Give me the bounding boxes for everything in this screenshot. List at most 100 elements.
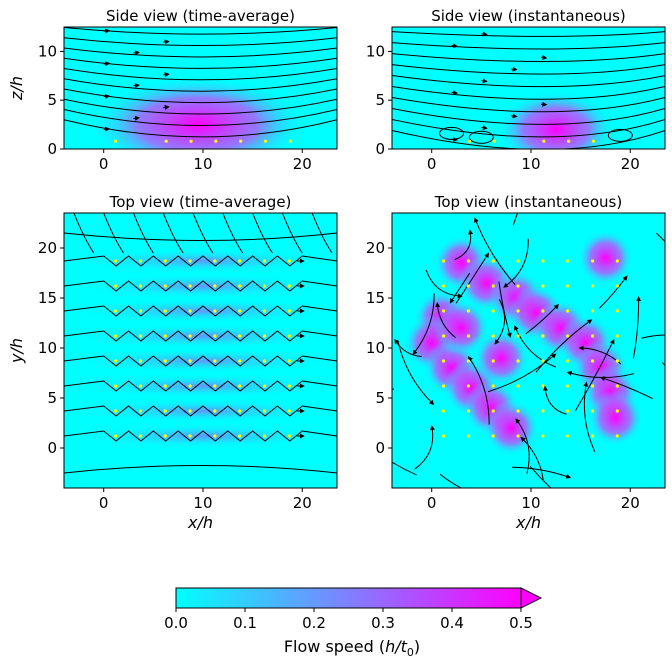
particle: [262, 384, 267, 388]
x-axis-label: x/h: [187, 513, 213, 532]
streamline: [512, 466, 572, 479]
streamline: [392, 461, 417, 476]
vortex: [439, 126, 465, 140]
particle: [590, 434, 595, 438]
streamline: [632, 296, 642, 359]
particle: [615, 334, 619, 338]
y-tick-label: 5: [375, 389, 385, 407]
particle: [114, 284, 118, 288]
particle: [591, 139, 596, 143]
colorbar-tick-label: 0.2: [302, 614, 326, 632]
x-tick-label: 20: [293, 155, 312, 173]
particle: [188, 309, 192, 313]
streamline: [392, 42, 665, 50]
streamline: [487, 353, 557, 393]
streamline: [392, 31, 665, 37]
panel-frame: [63, 26, 338, 150]
streamline: [64, 67, 337, 81]
streamline: [513, 325, 557, 368]
flow-hotspot: [88, 75, 308, 149]
particle: [491, 409, 495, 413]
particle: [163, 409, 167, 413]
streamline-arrow: [103, 61, 111, 67]
streamline-arrow: [540, 101, 548, 107]
streamlines: [392, 31, 665, 149]
streamlines: [64, 27, 337, 138]
particle: [467, 139, 472, 143]
streamline: [520, 436, 544, 482]
streamline: [392, 108, 665, 125]
particle: [213, 434, 217, 438]
panel-1: Side view (time-average) 0 10 20 0 5 10 z/h: [7, 7, 338, 173]
y-tick-label: 20: [366, 239, 385, 257]
panel-frame: [63, 212, 338, 489]
particle: [287, 259, 291, 263]
particle: [114, 384, 118, 388]
streamline: [392, 388, 394, 390]
y-tick-label: 15: [366, 289, 385, 307]
streamline-arrow: [451, 90, 459, 96]
streamline: [439, 473, 463, 488]
panel-2: Side view (instantaneous) 0 10 20 0 5 10: [366, 7, 666, 173]
particle: [238, 359, 242, 363]
streamline: [412, 293, 435, 356]
streamline: [392, 129, 665, 149]
streamline-arrow: [481, 78, 488, 84]
streamline: [392, 64, 665, 75]
particle: [262, 434, 267, 438]
particle: [541, 384, 545, 388]
streamline: [133, 213, 154, 254]
particle: [516, 384, 520, 388]
particle: [466, 384, 471, 388]
particle: [516, 409, 520, 413]
particle: [163, 359, 167, 363]
streamline: [64, 380, 337, 392]
particle: [541, 259, 545, 263]
particle: [287, 384, 291, 388]
streamline: [435, 302, 456, 338]
particle: [442, 309, 446, 313]
streamline-arrow: [481, 31, 488, 37]
particle: [542, 139, 546, 143]
particle: [138, 409, 143, 413]
streamline: [64, 280, 337, 292]
particle: [262, 284, 267, 288]
flow-hotspot: [73, 274, 333, 298]
particle: [287, 434, 291, 438]
y-tick-label: 0: [375, 140, 385, 158]
particle: [188, 334, 192, 338]
particle: [238, 384, 242, 388]
particle: [615, 309, 619, 313]
particle: [238, 259, 242, 263]
flow-hotspot: [73, 349, 333, 373]
particle: [566, 284, 570, 288]
particle: [566, 384, 570, 388]
particle: [188, 409, 192, 413]
particle: [567, 139, 571, 143]
particle: [491, 309, 495, 313]
particle: [516, 334, 520, 338]
particle: [590, 259, 595, 263]
streamline: [392, 75, 665, 88]
y-tick-label: 15: [38, 289, 57, 307]
particle: [263, 139, 268, 143]
particle: [442, 359, 446, 363]
particle: [114, 359, 118, 363]
particle: [516, 259, 520, 263]
particle: [188, 434, 192, 438]
particle: [615, 259, 619, 263]
particle: [262, 309, 267, 313]
streamline-arrow: [103, 28, 111, 34]
y-tick-label: 10: [38, 42, 57, 60]
streamline: [566, 370, 634, 379]
particle: [541, 359, 545, 363]
streamline: [64, 305, 337, 317]
particle: [287, 359, 291, 363]
particle: [163, 309, 167, 313]
particle: [114, 139, 118, 143]
streamline-arrow: [481, 125, 488, 131]
colorbar-tick-label: 0.4: [440, 614, 464, 632]
streamline: [64, 465, 337, 474]
particle: [516, 359, 520, 363]
